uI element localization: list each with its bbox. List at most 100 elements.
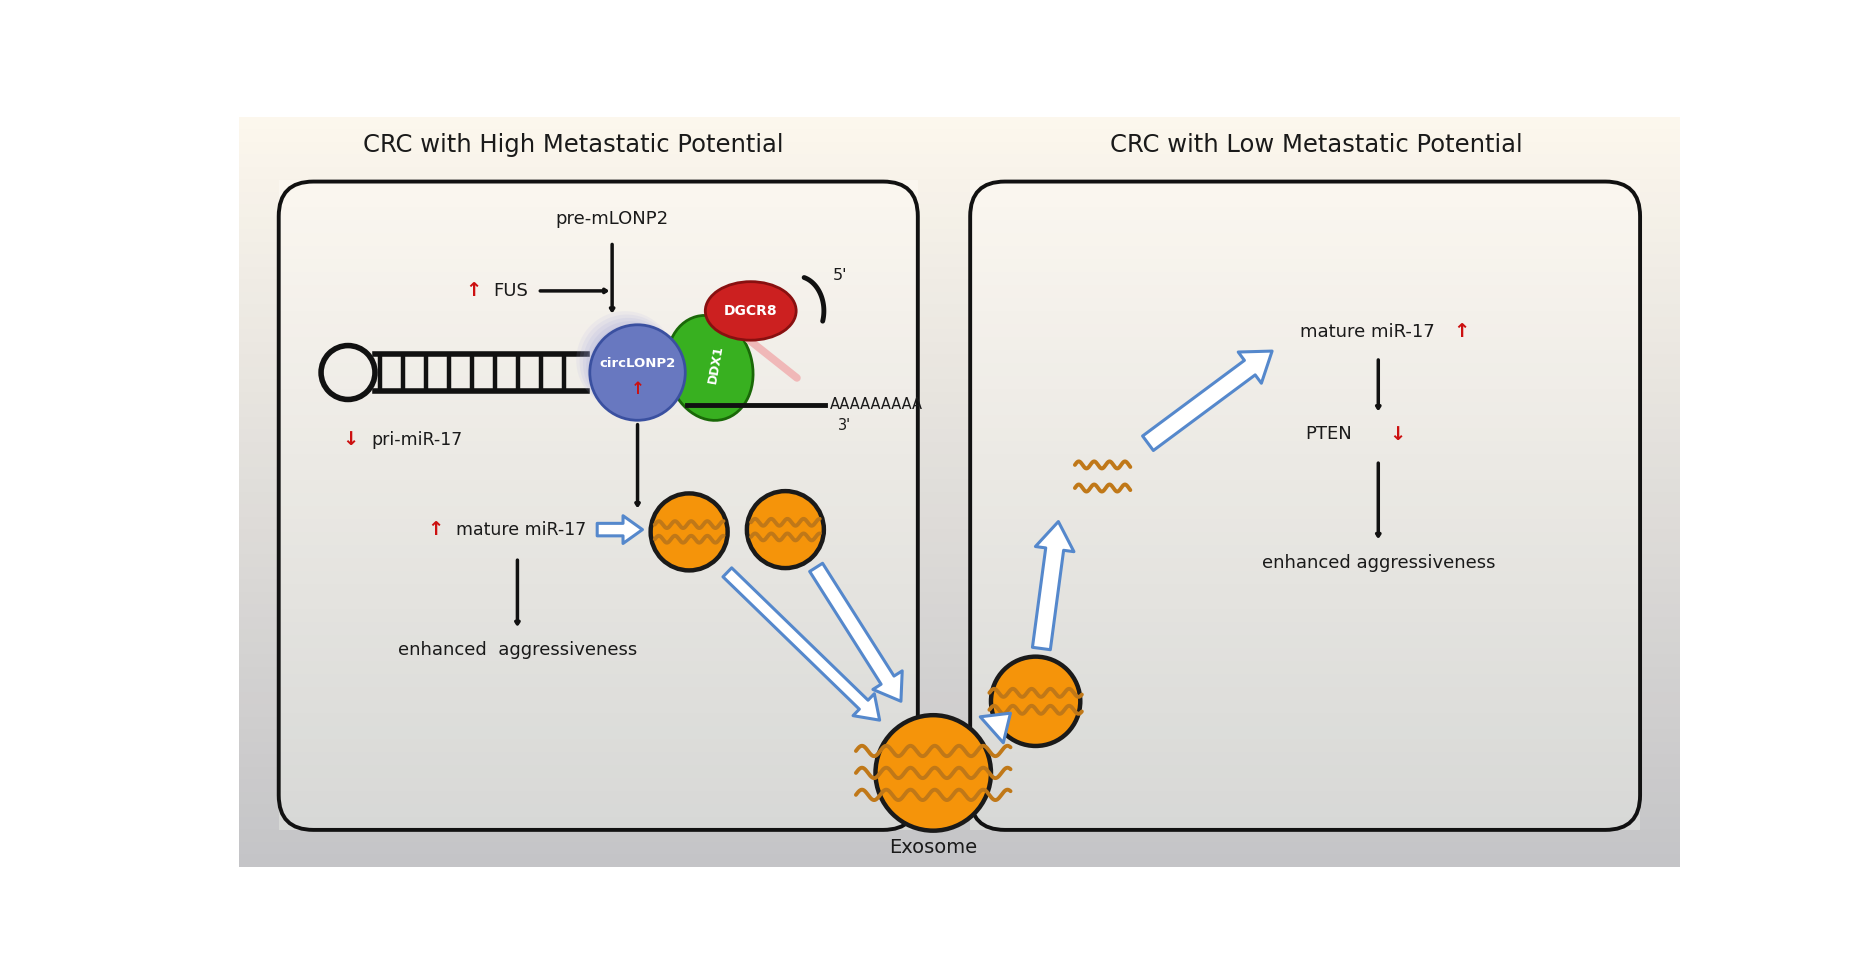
Bar (970, 413, 1640, 428)
Bar (970, 297, 1640, 312)
Bar (240, 603, 1681, 617)
Circle shape (580, 315, 674, 409)
FancyArrowPatch shape (811, 563, 902, 701)
Bar (240, 391, 1681, 404)
FancyArrowPatch shape (981, 713, 1011, 743)
Circle shape (747, 491, 824, 568)
Bar (279, 815, 917, 830)
Bar (970, 647, 1640, 661)
Bar (970, 375, 1640, 389)
Circle shape (599, 334, 672, 407)
FancyArrowPatch shape (723, 568, 880, 720)
Text: DGCR8: DGCR8 (724, 304, 777, 318)
Bar (279, 790, 917, 804)
Bar (279, 737, 917, 752)
Bar (240, 115, 1681, 130)
Bar (240, 490, 1681, 505)
Bar (279, 219, 917, 234)
Bar (970, 673, 1640, 688)
Text: circLONP2: circLONP2 (599, 356, 676, 370)
Bar (240, 365, 1681, 380)
Bar (970, 815, 1640, 830)
Text: Exosome: Exosome (889, 838, 977, 857)
Bar (279, 725, 917, 739)
Bar (970, 361, 1640, 376)
Ellipse shape (666, 316, 753, 421)
Bar (970, 388, 1640, 402)
Bar (279, 361, 917, 376)
Bar (240, 715, 1681, 730)
Bar (970, 271, 1640, 285)
Bar (240, 303, 1681, 317)
Bar (279, 349, 917, 363)
Bar (970, 530, 1640, 544)
Bar (240, 453, 1681, 467)
Bar (240, 190, 1681, 205)
Bar (240, 278, 1681, 292)
Text: enhanced aggressiveness: enhanced aggressiveness (1262, 553, 1496, 572)
Bar (240, 515, 1681, 530)
Bar (240, 678, 1681, 692)
Bar (240, 203, 1681, 217)
Bar (279, 543, 917, 557)
Bar (240, 241, 1681, 254)
Bar (970, 466, 1640, 480)
Bar (240, 753, 1681, 767)
Ellipse shape (706, 281, 796, 340)
Bar (279, 244, 917, 259)
Bar (970, 686, 1640, 700)
Bar (279, 582, 917, 596)
Bar (240, 428, 1681, 442)
Bar (279, 478, 917, 493)
Bar (240, 740, 1681, 754)
Bar (240, 665, 1681, 680)
Bar (970, 232, 1640, 246)
Bar (240, 466, 1681, 479)
Bar (240, 653, 1681, 667)
Bar (970, 322, 1640, 337)
Bar (240, 140, 1681, 154)
Circle shape (590, 324, 685, 420)
Bar (970, 725, 1640, 739)
Bar (240, 340, 1681, 355)
Bar (279, 283, 917, 298)
Bar (240, 640, 1681, 655)
Bar (240, 415, 1681, 430)
Text: 3': 3' (839, 418, 852, 433)
Bar (970, 517, 1640, 532)
Bar (970, 478, 1640, 493)
Bar (970, 452, 1640, 467)
Bar (240, 378, 1681, 392)
Bar (240, 328, 1681, 342)
Bar (279, 776, 917, 791)
Bar (279, 764, 917, 778)
Bar (279, 258, 917, 273)
Bar (970, 608, 1640, 622)
Text: mature miR-17: mature miR-17 (455, 520, 586, 539)
Text: pre-mLONP2: pre-mLONP2 (556, 209, 668, 228)
Bar (240, 290, 1681, 304)
Bar (970, 349, 1640, 363)
Bar (240, 790, 1681, 805)
Bar (279, 310, 917, 324)
Bar (970, 439, 1640, 454)
Bar (970, 595, 1640, 610)
Bar (279, 595, 917, 610)
Bar (240, 815, 1681, 830)
Bar (240, 778, 1681, 792)
Bar (970, 543, 1640, 557)
Bar (970, 803, 1640, 817)
Bar (240, 841, 1681, 854)
Bar (970, 244, 1640, 259)
Text: pri-miR-17: pri-miR-17 (371, 431, 462, 448)
Bar (970, 712, 1640, 727)
Bar (240, 403, 1681, 417)
Bar (970, 634, 1640, 649)
Circle shape (990, 656, 1080, 746)
Bar (240, 691, 1681, 704)
Bar (970, 556, 1640, 571)
FancyArrowPatch shape (1033, 521, 1075, 650)
Bar (240, 853, 1681, 867)
Bar (240, 553, 1681, 567)
FancyArrowPatch shape (1142, 351, 1273, 451)
